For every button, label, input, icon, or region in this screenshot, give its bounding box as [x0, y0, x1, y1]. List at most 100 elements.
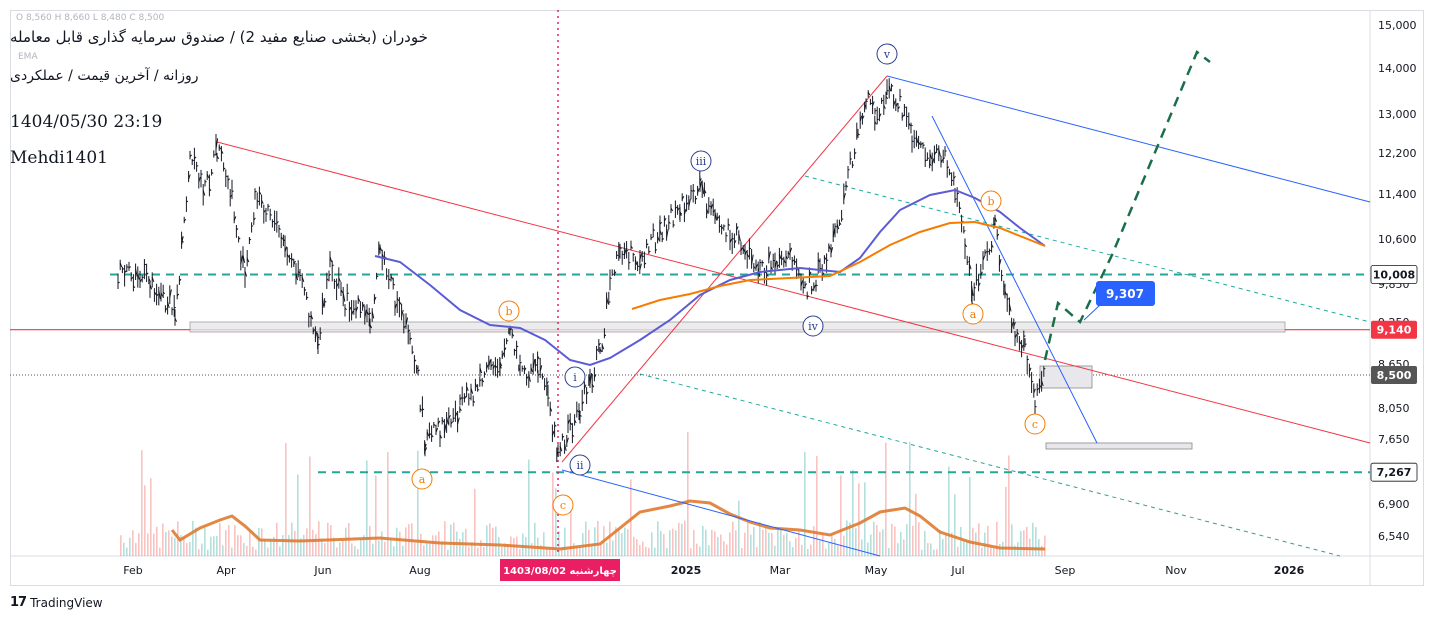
price-bar-tick — [845, 184, 848, 188]
price-bar-tick — [936, 148, 939, 151]
price-bar-tick — [368, 312, 372, 315]
volume-bar — [162, 523, 164, 556]
price-bar-tick — [559, 446, 563, 452]
volume-bar — [315, 534, 317, 556]
chart-author: Mehdi1401 — [10, 148, 108, 168]
price-bar-tick — [699, 181, 703, 189]
volume-bar — [207, 549, 209, 556]
volume-bar — [186, 542, 188, 556]
price-bar-tick — [373, 296, 377, 301]
price-bar-tick — [987, 250, 989, 253]
volume-bar — [759, 522, 761, 556]
price-bar-tick — [670, 207, 674, 212]
price-bar-tick — [598, 342, 601, 347]
volume-bar — [963, 539, 965, 556]
price-bar-tick — [466, 386, 469, 391]
price-bar-tick — [1036, 387, 1040, 391]
price-bar-tick — [523, 367, 527, 372]
volume-bar — [888, 547, 890, 556]
volume-bar — [684, 520, 686, 556]
tradingview-brand[interactable]: 17 TradingView — [10, 595, 103, 610]
volume-bar — [822, 533, 824, 556]
volume-bar — [279, 546, 281, 556]
volume-bar — [195, 527, 197, 556]
price-bar-tick — [492, 365, 496, 369]
price-bar-tick — [179, 278, 182, 282]
price-bar-tick — [806, 295, 810, 298]
y-tick-label: 6,540 — [1378, 530, 1410, 543]
volume-bar — [819, 540, 821, 556]
volume-bar — [855, 528, 857, 556]
price-bar-tick — [738, 233, 741, 242]
price-bar-tick — [630, 245, 634, 249]
volume-bar — [312, 529, 314, 556]
price-bar-tick — [776, 264, 780, 268]
price-bar-tick — [1018, 340, 1022, 345]
price-bar-tick — [596, 348, 599, 352]
volume-bar — [627, 529, 629, 556]
volume-bar — [240, 535, 242, 556]
volume-bar — [606, 542, 608, 556]
price-bar-tick — [274, 222, 277, 225]
price-bar-tick — [897, 106, 901, 110]
price-bar-tick — [463, 395, 467, 400]
volume-bar — [900, 531, 902, 556]
price-bar-tick — [929, 153, 933, 160]
volume-bar — [831, 533, 833, 556]
volume-bar — [507, 543, 509, 556]
price-bar-tick — [227, 178, 230, 181]
volume-bar — [960, 526, 962, 556]
volume-bar — [405, 527, 407, 556]
price-bar-tick — [357, 297, 361, 302]
price-bar-tick — [122, 268, 125, 270]
price-bar-tick — [244, 271, 248, 277]
volume-bar — [936, 549, 938, 556]
price-bar-tick — [910, 124, 913, 127]
green-dashed-bottom — [639, 373, 1341, 557]
price-bar-tick — [657, 236, 660, 241]
volume-bar — [579, 547, 581, 556]
volume-bar — [252, 546, 254, 556]
price-bar-tick — [188, 174, 191, 180]
wave-label-iv-circle — [802, 315, 824, 337]
y-tick-label: 7,650 — [1378, 433, 1410, 446]
price-bar-tick — [751, 254, 754, 265]
wave-label-ii-circle — [569, 454, 591, 476]
chart-datetime: 1404/05/30 23:19 — [10, 112, 163, 132]
price-bar-tick — [544, 385, 547, 388]
price-bar-tick — [278, 227, 281, 230]
volume-bar — [135, 542, 137, 556]
tradingview-logo-icon: 17 — [10, 595, 27, 610]
wave-label-iv: iv — [808, 320, 819, 333]
x-tick-label: Aug — [409, 564, 430, 577]
price-bar-tick — [162, 292, 166, 294]
price-bar-tick — [554, 424, 557, 427]
volume-bar — [447, 549, 449, 556]
price-bar-tick — [652, 229, 656, 231]
volume-bar — [738, 500, 740, 556]
volume-bar — [519, 549, 521, 556]
volume-bar — [147, 533, 149, 556]
volume-bar — [423, 545, 425, 556]
volume-bar — [540, 544, 542, 556]
price-label-bg — [1370, 265, 1418, 284]
price-bar-tick — [593, 374, 597, 378]
volume-bar — [618, 528, 620, 556]
volume-bar — [807, 548, 809, 556]
price-bar-tick — [865, 100, 868, 103]
x-tick-label: Mar — [770, 564, 791, 577]
volume-bar — [189, 541, 191, 556]
volume-bar — [687, 431, 689, 556]
volume-bar — [867, 542, 869, 556]
price-bar-tick — [683, 208, 687, 215]
volume-bar — [474, 488, 476, 556]
target-label-bg — [1096, 281, 1155, 306]
volume-bar — [1041, 545, 1043, 556]
price-bar-tick — [293, 260, 296, 265]
volume-bar — [948, 466, 950, 556]
orange-ma-line — [631, 220, 1046, 310]
price-bar-tick — [755, 264, 759, 269]
price-bar-tick — [238, 237, 241, 240]
volume-bar — [549, 547, 551, 556]
